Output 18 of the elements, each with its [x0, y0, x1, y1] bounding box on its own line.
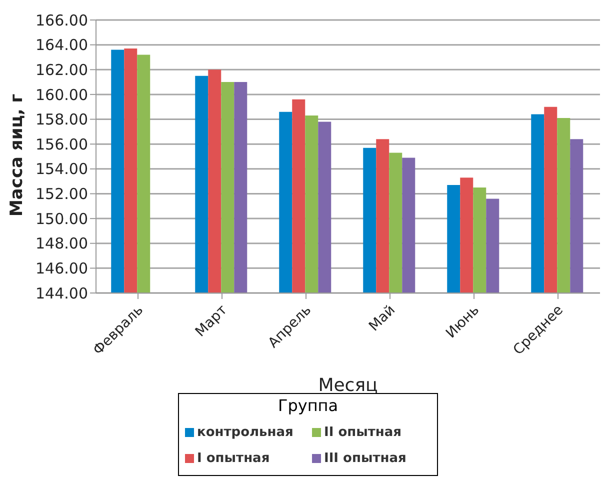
y-tick-label: 148.00 — [36, 234, 88, 253]
legend-label: I опытная — [196, 450, 271, 468]
y-tick-label: 164.00 — [36, 36, 88, 54]
legend-label: контрольная — [196, 424, 294, 442]
y-tick-label: 158.00 — [36, 110, 88, 129]
y-tick-label: 162.00 — [36, 60, 88, 79]
legend-label: II опытная — [323, 424, 403, 442]
legend-label: III опытная — [323, 450, 408, 468]
y-tick-label: 160.00 — [36, 86, 88, 104]
y-tick-label: 146.00 — [36, 260, 88, 278]
y-axis-title: Масса яиц, г — [7, 94, 28, 216]
y-tick-label: 144.00 — [36, 284, 88, 302]
y-tick-label: 152.00 — [36, 185, 88, 204]
y-tick-label: 166.00 — [36, 11, 88, 30]
y-tick-label: 154.00 — [36, 160, 88, 178]
legend-title: Группа — [276, 396, 340, 415]
y-tick-label: 156.00 — [36, 135, 88, 154]
y-tick-label: 150.00 — [36, 210, 88, 228]
